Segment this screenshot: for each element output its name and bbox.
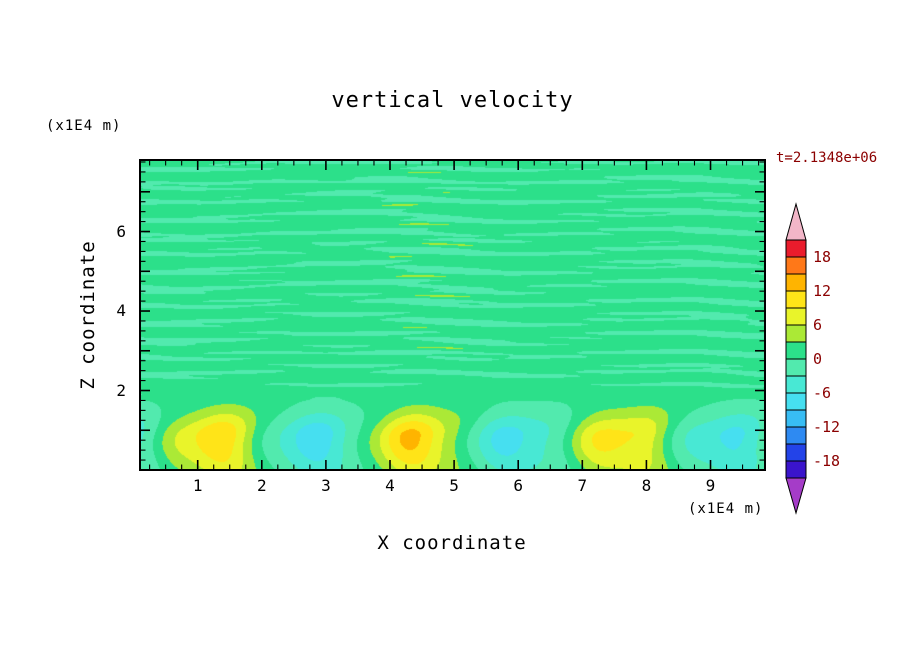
colorbar-tick-label: -18: [813, 452, 841, 470]
y-tick-label: 4: [116, 301, 126, 321]
x-tick-label: 5: [449, 476, 459, 495]
y-tick-label: 2: [116, 380, 126, 400]
x-tick-label: 1: [192, 476, 203, 495]
x-tick-label: 4: [385, 476, 395, 495]
x-tick-label: 3: [321, 476, 331, 495]
colorbar-tick-label: 6: [813, 316, 823, 334]
velocity-field-canvas: [140, 160, 765, 470]
x-axis-unit: (x1E4 m): [688, 501, 764, 517]
y-axis-label: Z coordinate: [77, 240, 99, 390]
x-tick-label: 9: [705, 476, 716, 495]
x-tick-label: 2: [256, 476, 267, 495]
colorbar-tick-label: 0: [813, 350, 823, 368]
colorbar-tick-label: 12: [813, 282, 832, 300]
colorbar-tick-label: -12: [813, 418, 841, 436]
plot-title: vertical velocity: [331, 88, 574, 113]
colorbar-tick-label: 18: [813, 248, 832, 266]
y-tick-label: 6: [116, 221, 126, 241]
x-tick-label: 8: [641, 476, 652, 495]
time-annotation: t=2.1348e+06: [776, 150, 878, 166]
x-tick-label: 7: [577, 476, 588, 495]
colorbar-tick-label: -6: [813, 384, 832, 402]
x-tick-label: 6: [513, 476, 524, 495]
x-axis-label: X coordinate: [377, 532, 527, 554]
y-axis-unit: (x1E4 m): [46, 118, 122, 134]
